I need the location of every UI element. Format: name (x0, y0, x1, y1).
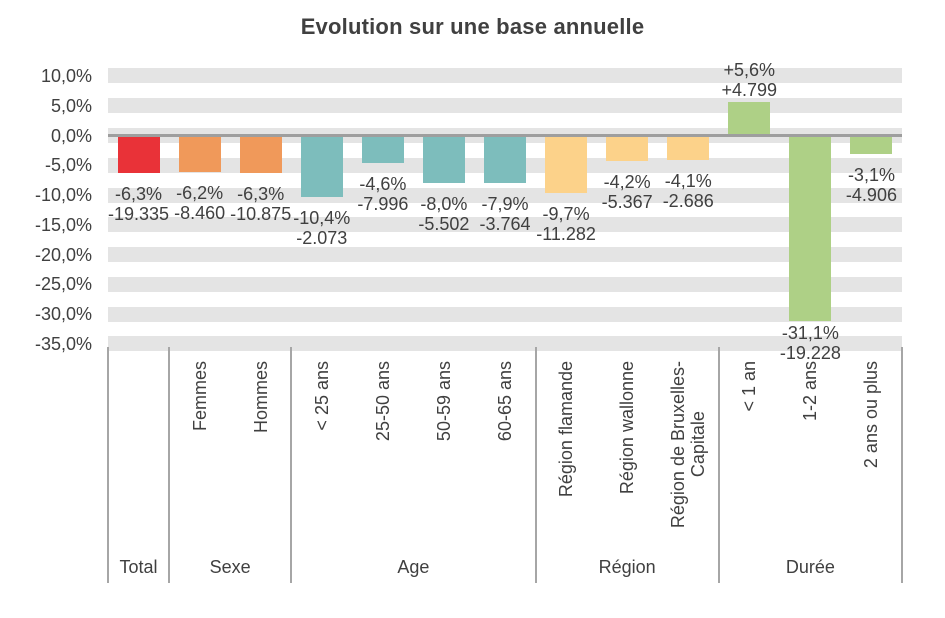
bar-region-wallonne (606, 135, 649, 161)
group-divider (168, 347, 171, 583)
category-label-text: < 25 ans (311, 361, 332, 431)
bar-value-label-total: -6,3% -19.335 (108, 184, 170, 225)
y-tick-label: -20,0% (34, 244, 92, 265)
category-label-text: < 1 an (739, 361, 760, 412)
category-label-text: 2 ans ou plus (861, 361, 882, 469)
bar-total (117, 135, 160, 174)
bar-value-label-1-2-ans: -31,1% -19.228 (779, 322, 841, 363)
bar-value-label-femmes: -6,2% -8.460 (174, 183, 226, 224)
grid-band (108, 276, 902, 292)
grid-band (108, 306, 902, 322)
y-tick-label: 10,0% (40, 65, 92, 86)
group-label-total: Total (119, 557, 158, 577)
chart-title: Evolution sur une base annuelle (300, 14, 645, 39)
bar-value-label-region-wallonne: -4,2% -5.367 (601, 171, 653, 212)
bar-region-flamande (545, 135, 588, 194)
grid-band (108, 336, 902, 352)
bar-value-label-25-ans: -10,4% -2.073 (293, 208, 351, 249)
category-label-text: Région flamande (556, 361, 577, 498)
y-tick-label: -10,0% (34, 185, 92, 206)
category-label-text: Hommes (250, 361, 271, 434)
zero-line (108, 134, 902, 137)
group-divider (901, 347, 903, 583)
group-divider (717, 347, 720, 583)
y-tick-label: -30,0% (34, 304, 92, 325)
bar-50-59-ans (422, 135, 465, 184)
group-divider (107, 347, 109, 583)
y-tick-label: -5,0% (44, 155, 92, 176)
bar-1-an (728, 102, 771, 136)
category-label-text: 60-65 ans (495, 361, 515, 442)
category-label-2-ans-ou-plus: 2 ans ou plus (831, 361, 911, 468)
bar-1-2-ans (789, 135, 832, 321)
y-tick-label: -25,0% (34, 274, 92, 295)
bar-2-ans-ou-plus (850, 135, 893, 154)
bar-25-ans (300, 135, 343, 198)
bar-hommes (239, 135, 282, 174)
y-tick-label: 5,0% (50, 95, 92, 116)
bar-value-label-2-ans-ou-plus: -3,1% -4.906 (845, 164, 897, 205)
category-label-text: Région wallonne (617, 361, 638, 495)
bar-value-label-hommes: -6,3% -10.875 (230, 184, 292, 225)
bar-femmes (178, 135, 221, 173)
group-label-duree: Durée (785, 557, 835, 577)
category-label-text: Femmes (189, 361, 210, 432)
grid-band (108, 217, 902, 233)
bar-value-label-region-flamande: -9,7% -11.282 (536, 204, 596, 245)
bar-value-label-25-50-ans: -4,6% -7.996 (357, 173, 409, 214)
group-label-region: Région (598, 557, 656, 577)
grid-band (108, 247, 902, 263)
y-tick-label: 0,0% (50, 125, 92, 146)
grid-band (108, 68, 902, 84)
category-label-text: 50-59 ans (433, 361, 454, 442)
y-tick-label: -35,0% (34, 333, 92, 354)
bar-region-de-bruxelles-capitale (667, 135, 710, 160)
group-label-age: Age (397, 557, 430, 577)
bar-value-label-60-65-ans: -7,9% -3.764 (479, 193, 531, 234)
category-label-text: 1-2 ans (800, 361, 821, 422)
bar-25-50-ans (361, 135, 404, 163)
category-label-text: 25-50 ans (372, 361, 393, 442)
bar-60-65-ans (484, 135, 526, 183)
bar-value-label-1-an: +5,6% +4.799 (721, 60, 778, 101)
grid-band (108, 98, 902, 114)
category-label-text: Région de Bruxelles- Capitale (668, 361, 709, 529)
y-tick-label: -15,0% (34, 214, 92, 235)
bar-value-label-50-59-ans: -8,0% -5.502 (418, 194, 470, 235)
bar-value-label-region-de-bruxelles-capitale: -4,1% -2.686 (662, 170, 714, 211)
group-divider (534, 347, 537, 583)
group-label-sexe: Sexe (209, 557, 251, 577)
group-divider (290, 347, 293, 583)
